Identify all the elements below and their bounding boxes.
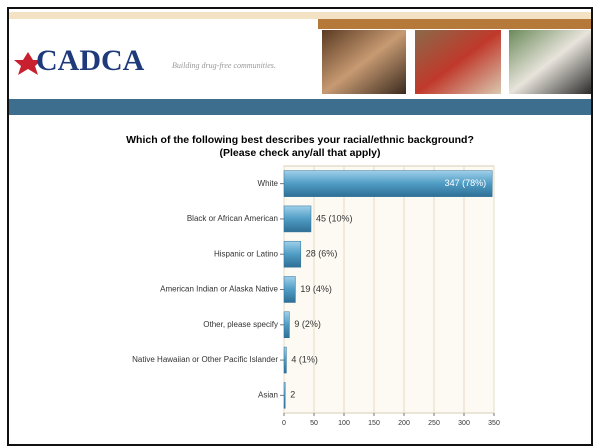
y-tick-label: White	[258, 179, 279, 188]
value-label: 9 (2%)	[294, 319, 321, 329]
bar	[283, 205, 312, 233]
value-label: 2	[290, 390, 295, 400]
photo	[322, 30, 406, 94]
photo	[509, 30, 591, 94]
x-tick-label: 350	[488, 420, 500, 427]
value-label: 347 (78%)	[445, 178, 487, 188]
x-tick-label: 300	[458, 420, 470, 427]
value-label: 28 (6%)	[306, 249, 338, 259]
logo: CADCA	[36, 44, 145, 77]
logo-star	[14, 52, 42, 75]
bar	[283, 276, 296, 303]
photo	[415, 30, 501, 94]
value-label: 4 (1%)	[291, 354, 318, 364]
y-tick-label: Hispanic or Latino	[214, 249, 279, 258]
x-tick-label: 50	[310, 420, 318, 427]
chart-title: Which of the following best describes yo…	[126, 134, 474, 146]
y-tick-label: Other, please specify	[203, 320, 278, 329]
x-tick-label: 200	[398, 420, 410, 427]
plot-area	[283, 165, 495, 414]
y-tick-label: Black or African American	[187, 214, 278, 223]
y-tick-label: Asian	[258, 390, 278, 399]
y-tick-label: American Indian or Alaska Native	[160, 285, 278, 294]
bar	[283, 346, 287, 374]
bar	[283, 170, 493, 197]
x-tick-label: 100	[338, 420, 350, 427]
bar	[283, 311, 290, 339]
slide-frame	[7, 7, 593, 446]
top-stripe	[9, 12, 591, 19]
y-tick-label: Native Hawaiian or Other Pacific Islande…	[132, 355, 278, 364]
bar	[283, 240, 302, 268]
value-label: 45 (10%)	[316, 213, 353, 223]
header-bar	[9, 99, 591, 115]
tagline: Building drug-free communities.	[172, 61, 276, 70]
x-tick-label: 0	[282, 420, 286, 427]
bar	[283, 382, 286, 409]
value-label: 19 (4%)	[300, 284, 332, 294]
photo-band	[318, 19, 591, 29]
x-tick-label: 250	[428, 420, 440, 427]
x-tick-label: 150	[368, 420, 380, 427]
chart-subtitle: (Please check any/all that apply)	[219, 147, 380, 159]
